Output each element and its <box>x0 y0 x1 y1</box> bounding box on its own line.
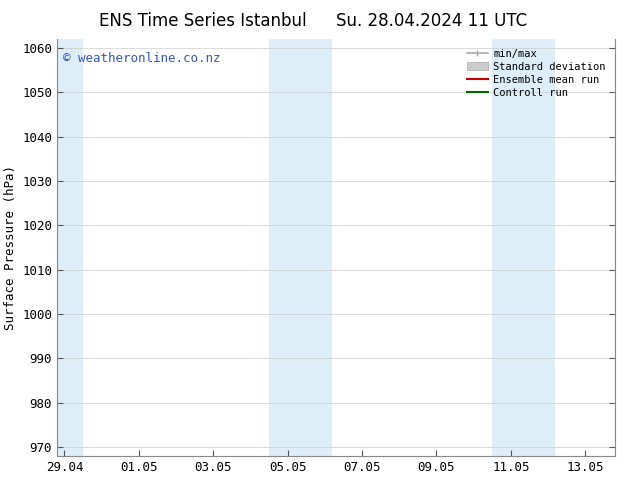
Bar <box>306 39 332 456</box>
Text: © weatheronline.co.nz: © weatheronline.co.nz <box>63 52 220 65</box>
Bar <box>518 39 555 456</box>
Text: Su. 28.04.2024 11 UTC: Su. 28.04.2024 11 UTC <box>335 12 527 30</box>
Bar <box>269 39 306 456</box>
Legend: min/max, Standard deviation, Ensemble mean run, Controll run: min/max, Standard deviation, Ensemble me… <box>463 45 610 102</box>
Bar <box>492 39 518 456</box>
Text: ENS Time Series Istanbul: ENS Time Series Istanbul <box>99 12 307 30</box>
Bar <box>57 39 83 456</box>
Y-axis label: Surface Pressure (hPa): Surface Pressure (hPa) <box>4 165 16 330</box>
